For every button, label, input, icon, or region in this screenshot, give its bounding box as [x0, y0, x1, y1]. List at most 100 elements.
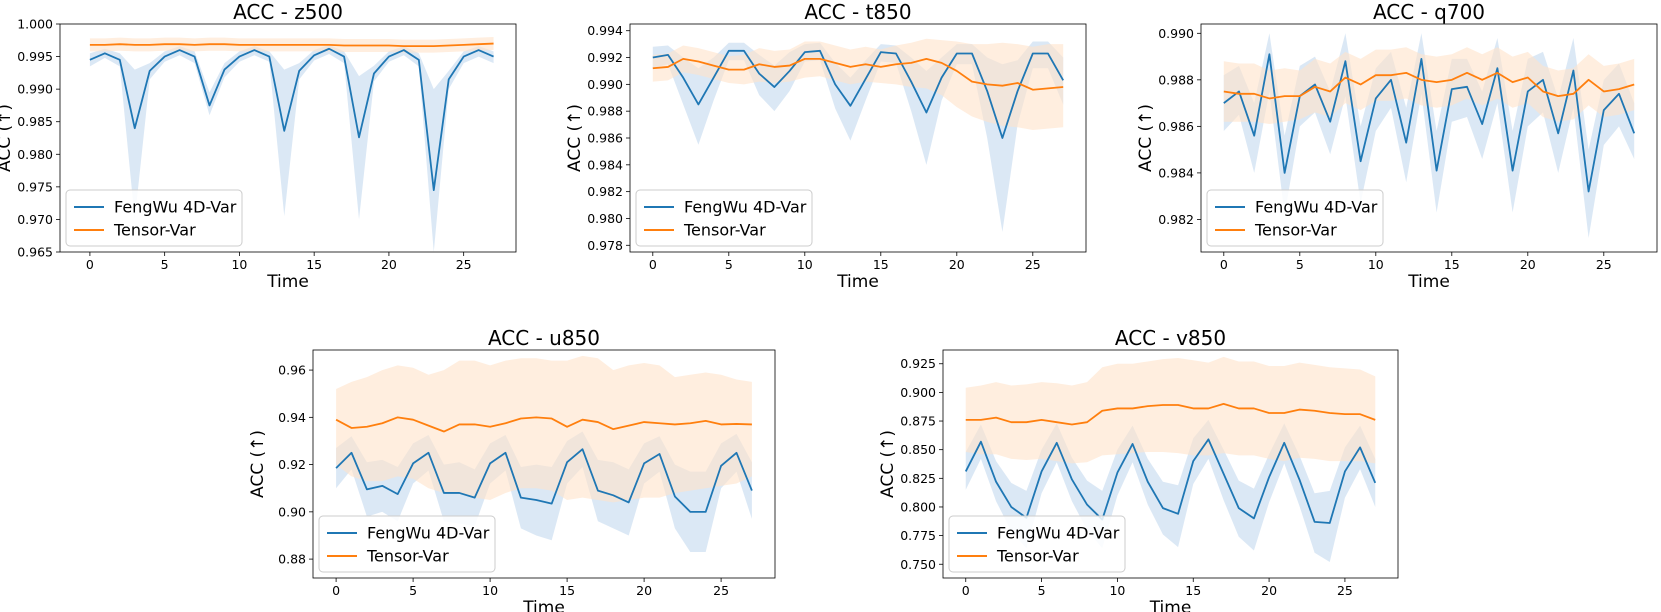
y-tick-label: 0.775 [900, 528, 936, 543]
y-axis-label: ACC (↑) [248, 430, 268, 498]
x-tick-label: 10 [797, 257, 813, 272]
plot-frame [312, 349, 776, 579]
series-band-tensor-var [336, 355, 752, 503]
x-tick-label: 10 [482, 583, 498, 598]
y-tick-label: 0.985 [17, 114, 53, 129]
x-tick-label: 5 [1038, 583, 1046, 598]
y-tick-label: 0.995 [17, 49, 53, 64]
chart-title: ACC - t850 [804, 0, 911, 24]
x-axis-label: Time [266, 272, 309, 292]
series-line-tensor-var [652, 57, 1064, 91]
y-tick-label: 0.990 [1158, 26, 1194, 41]
x-tick-label: 20 [381, 257, 397, 272]
series-line-tensor-var [965, 402, 1376, 426]
plot-area [335, 355, 753, 553]
chart-u850: 0 5 10 15 20 25 0.88 0.90 0.92 0.94 0.96 ACC - u850… [248, 326, 776, 612]
legend-label-fengwu: FengWu 4D-Var [1255, 198, 1378, 217]
legend-box [318, 515, 496, 573]
legend-label-tensor-var: Tensor-Var [683, 221, 766, 240]
y-tick-label: 0.980 [17, 147, 53, 162]
plot-area [89, 37, 494, 252]
x-tick-label: 5 [409, 583, 417, 598]
series-line-fengwu [652, 49, 1064, 139]
chart-q700: 0 5 10 15 20 25 0.982 0.984 0.986 0.988 0.990 ACC -… [1136, 0, 1658, 292]
plot-area [964, 356, 1377, 562]
series-line-tensor-var [1223, 71, 1635, 100]
y-tick-label: 0.88 [278, 552, 306, 567]
legend-box [635, 189, 813, 247]
y-tick-label: 0.94 [278, 410, 306, 425]
legend-label-tensor-var: Tensor-Var [1254, 221, 1337, 240]
chart-v850: 0 5 10 15 20 25 0.750 0.775 0.800 0.825 0.850 0.875… [878, 326, 1399, 612]
series-line-tensor-var [89, 42, 494, 48]
x-tick-label: 20 [1520, 257, 1536, 272]
y-tick-label: 0.990 [17, 82, 53, 97]
x-tick-label: 0 [649, 257, 657, 272]
y-tick-label: 0.900 [900, 385, 936, 400]
legend: FengWu 4D-Var Tensor-Var [318, 515, 496, 573]
y-tick-label: 0.986 [587, 131, 623, 146]
plot-frame [59, 23, 517, 253]
y-tick-label: 0.90 [278, 504, 306, 519]
x-axis-label: Time [836, 272, 879, 292]
x-axis-label: Time [1149, 598, 1192, 612]
y-tick-label: 0.980 [587, 211, 623, 226]
chart-title: ACC - u850 [488, 326, 600, 350]
x-axis-label: Time [1407, 272, 1450, 292]
x-tick-label: 0 [86, 257, 94, 272]
x-tick-label: 0 [332, 583, 340, 598]
y-tick-label: 0.750 [900, 557, 936, 572]
x-tick-label: 0 [1220, 257, 1228, 272]
legend-label-tensor-var: Tensor-Var [113, 221, 196, 240]
x-tick-label: 15 [873, 257, 889, 272]
x-tick-label: 20 [949, 257, 965, 272]
x-tick-label: 25 [1596, 257, 1612, 272]
series-line-fengwu [335, 448, 753, 513]
plot-frame [942, 349, 1399, 579]
legend: FengWu 4D-Var Tensor-Var [65, 189, 243, 247]
y-axis-label: ACC (↑) [878, 430, 898, 498]
legend-box [948, 515, 1126, 573]
y-tick-label: 0.994 [587, 23, 623, 38]
y-tick-label: 0.875 [900, 414, 936, 429]
legend-label-tensor-var: Tensor-Var [996, 547, 1079, 566]
chart-title: ACC - v850 [1115, 326, 1226, 350]
y-axis-label: ACC (↑) [565, 104, 585, 172]
x-tick-label: 25 [713, 583, 729, 598]
x-tick-label: 10 [1109, 583, 1125, 598]
chart-title: ACC - q700 [1373, 0, 1485, 24]
x-tick-label: 5 [161, 257, 169, 272]
x-tick-label: 25 [1337, 583, 1353, 598]
legend-label-fengwu: FengWu 4D-Var [684, 198, 807, 217]
y-tick-label: 0.92 [278, 457, 306, 472]
y-tick-label: 0.850 [900, 442, 936, 457]
chart-z500: 0 5 10 15 20 25 0.965 0.970 0.975 0.980 0.985 0.990… [0, 0, 517, 292]
legend-label-tensor-var: Tensor-Var [366, 547, 449, 566]
plot-frame [1200, 23, 1658, 253]
series-band-tensor-var [1223, 47, 1635, 125]
y-tick-label: 0.990 [587, 77, 623, 92]
y-tick-label: 0.982 [587, 184, 623, 199]
y-tick-label: 0.975 [17, 179, 53, 194]
y-tick-label: 0.984 [1158, 165, 1194, 180]
x-tick-label: 15 [1444, 257, 1460, 272]
legend-label-fengwu: FengWu 4D-Var [997, 524, 1120, 543]
x-tick-label: 15 [306, 257, 322, 272]
y-tick-label: 0.988 [1158, 72, 1194, 87]
y-axis-label: ACC (↑) [0, 104, 15, 172]
chart-title: ACC - z500 [233, 0, 343, 24]
y-tick-label: 0.984 [587, 157, 623, 172]
x-tick-label: 20 [1261, 583, 1277, 598]
y-tick-label: 0.988 [587, 104, 623, 119]
y-axis-label: ACC (↑) [1136, 104, 1156, 172]
x-tick-label: 0 [962, 583, 970, 598]
series-band-fengwu [89, 44, 494, 252]
y-tick-label: 0.982 [1158, 212, 1194, 227]
series-line-fengwu [89, 47, 494, 192]
y-tick-label: 0.96 [278, 363, 306, 378]
x-tick-label: 25 [1025, 257, 1041, 272]
plot-area [1223, 33, 1636, 239]
y-tick-label: 0.992 [587, 50, 623, 65]
legend-box [1206, 189, 1384, 247]
